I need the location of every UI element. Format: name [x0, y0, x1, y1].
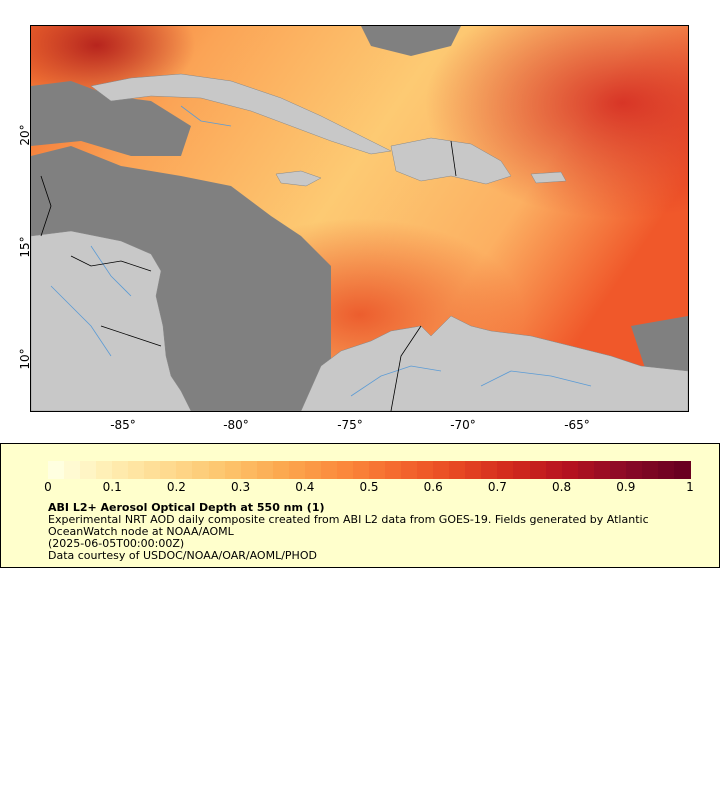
- colorbar-segment: [160, 461, 177, 479]
- colorbar-segment: [48, 461, 65, 479]
- lat-label-15: 15°: [18, 236, 32, 258]
- colorbar-segment: [433, 461, 450, 479]
- lon-label-70w: -70°: [450, 418, 476, 432]
- colorbar-segment: [561, 461, 579, 479]
- colorbar-tick-label: 0.3: [231, 480, 251, 494]
- lon-label-65w: -65°: [564, 418, 590, 432]
- colorbar-segment: [304, 461, 322, 479]
- colorbar-segment: [369, 461, 386, 479]
- colorbar-tick-label: 0.8: [552, 480, 572, 494]
- map-canvas: [31, 26, 688, 411]
- colorbar-tick-label: 0.6: [423, 480, 443, 494]
- colorbar-segment: [240, 461, 258, 479]
- colorbar-segment: [272, 461, 290, 479]
- colorbar-segment: [64, 461, 81, 479]
- colorbar-segment: [320, 461, 338, 479]
- colorbar-segment: [481, 461, 498, 479]
- colorbar-tick-label: 0.4: [295, 480, 315, 494]
- legend-description-cont: OceanWatch node at NOAA/AOML: [48, 525, 234, 538]
- land-central-america: [31, 230, 192, 411]
- colorbar-segment: [497, 461, 514, 479]
- colorbar-segment: [385, 461, 402, 479]
- colorbar-tick-label: 0.5: [359, 480, 379, 494]
- legend-title: ABI L2+ Aerosol Optical Depth at 550 nm …: [48, 501, 325, 514]
- land-puerto-rico: [530, 171, 567, 184]
- colorbar-tick-label: 0.2: [166, 480, 186, 494]
- colorbar-segment: [529, 461, 547, 479]
- rivers: [50, 105, 592, 397]
- colorbar-segment: [577, 461, 595, 479]
- lon-label-85w: -85°: [110, 418, 136, 432]
- colorbar-tick-label: 1: [686, 480, 694, 494]
- land-cuba: [90, 73, 392, 155]
- colorbar-segment: [224, 461, 242, 479]
- colorbar-segment: [144, 461, 161, 479]
- colorbar-segment: [593, 461, 611, 479]
- colorbar-segment: [401, 461, 418, 479]
- colorbar-segment: [288, 461, 306, 479]
- colorbar-tick-label: 0.1: [102, 480, 122, 494]
- colorbar-segment: [208, 461, 226, 479]
- colorbar-segment: [192, 461, 209, 479]
- colorbar-segment: [256, 461, 274, 479]
- colorbar-segment: [128, 461, 145, 479]
- legend-timestamp: (2025-06-05T00:00:00Z): [48, 537, 185, 550]
- land-jamaica: [275, 170, 322, 187]
- colorbar-tick-label: 0.9: [616, 480, 636, 494]
- nodata-region-north: [361, 26, 461, 56]
- colorbar-segment: [112, 461, 129, 479]
- land-south-america: [300, 315, 688, 411]
- colorbar-segment: [609, 461, 627, 479]
- legend-description: Experimental NRT AOD daily composite cre…: [48, 513, 649, 526]
- colorbar: [48, 461, 691, 479]
- colorbar-segment: [96, 461, 113, 479]
- colorbar-segment: [449, 461, 466, 479]
- colorbar-segment: [465, 461, 482, 479]
- country-borders: [40, 140, 457, 411]
- nodata-region-gulf: [31, 81, 191, 156]
- legend-credit: Data courtesy of USDOC/NOAA/OAR/AOML/PHO…: [48, 549, 317, 562]
- lat-label-10: 10°: [18, 348, 32, 370]
- lon-label-80w: -80°: [223, 418, 249, 432]
- colorbar-segment: [625, 461, 643, 479]
- lat-label-20: 20°: [18, 124, 32, 146]
- colorbar-segment: [417, 461, 434, 479]
- colorbar-tick-label: 0: [44, 480, 52, 494]
- colorbar-segment: [352, 461, 370, 479]
- colorbar-segment: [657, 461, 675, 479]
- colorbar-segment: [641, 461, 659, 479]
- colorbar-segment: [336, 461, 354, 479]
- colorbar-segment: [513, 461, 530, 479]
- colorbar-tick-label: 0.7: [487, 480, 507, 494]
- colorbar-segment: [545, 461, 563, 479]
- legend-panel: 0 0.1 0.2 0.3 0.4 0.5 0.6 0.7 0.8 0.9 1 ABI L2+ Ae…: [0, 443, 720, 568]
- colorbar-segment: [80, 461, 97, 479]
- lon-label-75w: -75°: [337, 418, 363, 432]
- aod-map: [30, 25, 689, 412]
- colorbar-segment: [176, 461, 193, 479]
- colorbar-segment: [674, 461, 691, 479]
